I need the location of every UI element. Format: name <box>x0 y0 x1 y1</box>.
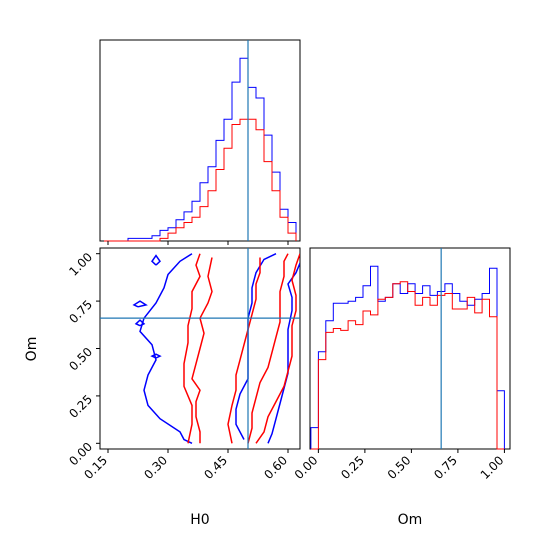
contour-line-3 <box>134 319 146 327</box>
om-tick-label-2: 0.50 <box>66 345 95 374</box>
contour-line-7 <box>183 253 201 444</box>
y-axis-label-om: Om <box>24 337 40 362</box>
contour-line-1 <box>267 262 300 444</box>
om-x-tick-label-2: 0.50 <box>385 453 414 482</box>
h0-tick-label-2: 0.45 <box>201 453 230 482</box>
contour-line-0 <box>139 253 193 444</box>
h0-histogram-series-0 <box>104 57 297 242</box>
contour-line-11 <box>255 253 300 444</box>
contour-line-6 <box>151 254 161 266</box>
x-axis-label-h0: H0 <box>190 512 209 528</box>
h0-om-contour-panel: 0.15 0.30 0.45 0.600.000.250.500.751.00 H0 … <box>24 247 301 528</box>
contour-line-4 <box>150 353 162 359</box>
om-x-tick-label-0: 0.00 <box>292 453 321 482</box>
om-marginal-frame <box>309 247 511 450</box>
om-x-tick-label-3: 0.75 <box>431 453 460 482</box>
h0-marginal-panel <box>99 39 301 245</box>
contour-line-8 <box>191 257 213 444</box>
contour-line-5 <box>132 300 148 308</box>
h0-histogram-series-1 <box>104 118 297 242</box>
om-x-tick-label-4: 1.00 <box>478 453 507 482</box>
om-tick-label-1: 0.25 <box>66 392 95 421</box>
h0-tick-label-1: 0.30 <box>141 453 170 482</box>
om-histogram-series-1 <box>310 281 505 450</box>
x-axis-label-om: Om <box>398 512 423 528</box>
h0-marginal-frame <box>99 39 301 242</box>
om-x-tick-label-1: 0.25 <box>338 453 367 482</box>
contour-line-10 <box>247 253 289 444</box>
h0-tick-label-3: 0.60 <box>261 453 290 482</box>
contour-line-9 <box>227 257 261 444</box>
om-marginal-panel: 0.00 0.25 0.50 0.75 1.00 Om <box>292 247 511 528</box>
om-histogram-series-0 <box>310 265 505 449</box>
om-tick-label-4: 1.00 <box>66 250 95 279</box>
om-tick-label-3: 0.75 <box>66 297 95 326</box>
